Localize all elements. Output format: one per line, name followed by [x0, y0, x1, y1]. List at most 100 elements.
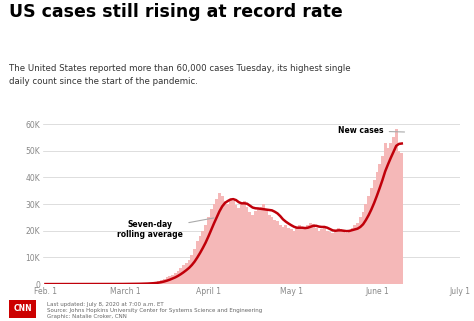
- Bar: [196, 241, 199, 284]
- Bar: [243, 201, 246, 284]
- Bar: [235, 205, 237, 284]
- Bar: [378, 164, 381, 284]
- Bar: [312, 224, 315, 284]
- Bar: [362, 212, 365, 284]
- Bar: [185, 263, 188, 284]
- Text: US cases still rising at record rate: US cases still rising at record rate: [9, 3, 343, 21]
- Bar: [342, 231, 345, 284]
- Bar: [246, 207, 248, 284]
- Bar: [373, 180, 375, 284]
- Bar: [227, 204, 229, 284]
- Bar: [337, 228, 339, 284]
- Bar: [155, 282, 157, 284]
- Bar: [188, 260, 191, 284]
- Bar: [204, 225, 207, 284]
- Bar: [389, 143, 392, 284]
- Bar: [309, 223, 312, 284]
- Bar: [163, 279, 165, 284]
- Bar: [179, 268, 182, 284]
- Bar: [215, 199, 218, 284]
- Bar: [221, 196, 224, 284]
- Bar: [144, 283, 146, 284]
- Bar: [365, 204, 367, 284]
- Bar: [370, 188, 373, 284]
- Bar: [193, 249, 196, 284]
- Bar: [282, 227, 284, 284]
- Bar: [191, 255, 193, 284]
- Bar: [304, 228, 307, 284]
- Bar: [157, 281, 160, 284]
- Bar: [171, 275, 174, 284]
- Bar: [284, 225, 287, 284]
- Bar: [177, 271, 179, 284]
- Text: Seven-day
rolling average: Seven-day rolling average: [118, 218, 214, 239]
- Bar: [345, 233, 348, 284]
- Bar: [268, 215, 271, 284]
- Bar: [339, 230, 342, 284]
- Bar: [254, 211, 257, 284]
- Bar: [290, 230, 292, 284]
- Text: The United States reported more than 60,000 cases Tuesday, its highest single
da: The United States reported more than 60,…: [9, 64, 351, 86]
- Bar: [279, 225, 282, 284]
- Bar: [273, 220, 276, 284]
- Bar: [160, 280, 163, 284]
- Bar: [331, 233, 334, 284]
- Bar: [259, 207, 262, 284]
- Bar: [318, 231, 320, 284]
- Bar: [168, 276, 171, 284]
- Bar: [375, 172, 378, 284]
- Bar: [334, 231, 337, 284]
- Text: Graphic: Natalie Croker, CNN: Graphic: Natalie Croker, CNN: [47, 314, 128, 319]
- Bar: [248, 212, 251, 284]
- Bar: [237, 208, 240, 284]
- Bar: [199, 236, 201, 284]
- Bar: [207, 217, 210, 284]
- Bar: [354, 225, 356, 284]
- Bar: [398, 151, 401, 284]
- Bar: [149, 283, 152, 284]
- Bar: [212, 204, 215, 284]
- Bar: [251, 215, 254, 284]
- Bar: [265, 209, 268, 284]
- Bar: [301, 227, 304, 284]
- Bar: [201, 231, 204, 284]
- Bar: [351, 228, 354, 284]
- Bar: [315, 228, 318, 284]
- Bar: [387, 148, 389, 284]
- Text: CNN: CNN: [13, 304, 32, 314]
- Bar: [287, 228, 290, 284]
- Bar: [392, 137, 395, 284]
- Bar: [320, 230, 323, 284]
- Bar: [271, 217, 273, 284]
- Bar: [224, 201, 227, 284]
- Bar: [356, 223, 359, 284]
- Bar: [141, 283, 144, 284]
- Bar: [292, 231, 295, 284]
- Bar: [328, 232, 331, 284]
- Bar: [348, 231, 351, 284]
- Bar: [262, 204, 265, 284]
- Bar: [210, 209, 212, 284]
- Bar: [326, 231, 328, 284]
- Text: Last updated: July 8, 2020 at 7:00 a.m. ET: Last updated: July 8, 2020 at 7:00 a.m. …: [47, 302, 164, 308]
- Bar: [218, 194, 221, 284]
- Bar: [395, 129, 398, 284]
- Bar: [307, 225, 309, 284]
- Bar: [174, 273, 177, 284]
- Bar: [298, 225, 301, 284]
- Text: New cases: New cases: [338, 126, 404, 135]
- Text: Source: Johns Hopkins University Center for Systems Science and Engineering: Source: Johns Hopkins University Center …: [47, 308, 263, 313]
- Bar: [165, 277, 168, 284]
- Bar: [232, 201, 235, 284]
- Bar: [146, 283, 149, 284]
- Bar: [229, 199, 232, 284]
- Bar: [401, 153, 403, 284]
- Bar: [381, 156, 384, 284]
- Bar: [182, 265, 185, 284]
- Bar: [240, 204, 243, 284]
- Bar: [359, 217, 362, 284]
- Bar: [367, 196, 370, 284]
- Bar: [276, 221, 279, 284]
- Bar: [323, 228, 326, 284]
- Bar: [295, 228, 298, 284]
